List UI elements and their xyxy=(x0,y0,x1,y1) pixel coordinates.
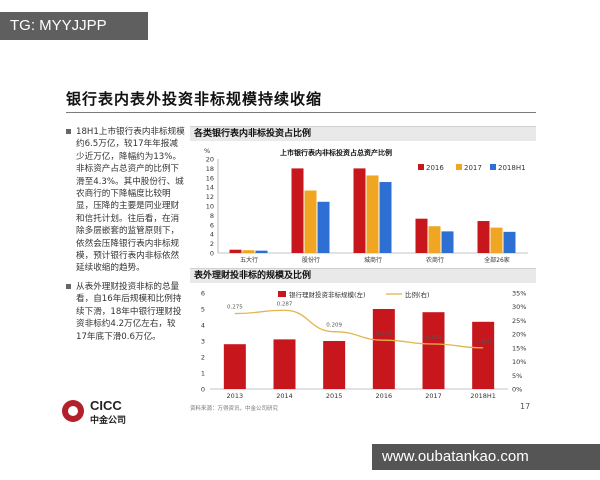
bar-2018H1-2 xyxy=(379,182,392,253)
logo-chinese: 中金公司 xyxy=(90,416,127,426)
y-right-tick-label: 0% xyxy=(512,386,522,394)
y-tick-label: 16 xyxy=(206,174,214,182)
y-right-tick-label: 20% xyxy=(512,331,526,339)
x-tick-label: 2014 xyxy=(276,392,293,400)
ratio-data-label: 0.275 xyxy=(227,305,243,311)
source-note: 资料来源：万得资讯，中金公司研究 xyxy=(190,406,279,412)
legend-label: 2017 xyxy=(464,164,482,172)
bar-2017-4 xyxy=(490,227,503,253)
bar-wmp-1 xyxy=(273,339,296,389)
chart1-title: 上市银行表内非标投资占总资产比例 xyxy=(280,148,392,157)
legend-label: 2018H1 xyxy=(498,164,526,172)
y-right-tick-label: 25% xyxy=(512,317,526,325)
bar-2018H1-0 xyxy=(255,250,268,253)
ratio-line xyxy=(234,309,484,349)
y-tick-label: 0 xyxy=(210,250,214,258)
legend-swatch-2016 xyxy=(418,164,424,170)
x-tick-label: 城商行 xyxy=(364,256,382,264)
y-tick-label: 20 xyxy=(206,156,214,164)
y-left-tick-label: 2 xyxy=(201,354,205,362)
bar-2017-1 xyxy=(304,190,317,253)
bar-2018H1-3 xyxy=(441,231,454,253)
y-left-tick-label: 1 xyxy=(201,370,205,378)
bar-wmp-4 xyxy=(422,312,445,389)
bar-2016-3 xyxy=(415,218,428,253)
x-tick-label: 股份行 xyxy=(302,256,320,264)
ratio-data-label: 0.178 xyxy=(376,331,392,337)
bar-2017-0 xyxy=(242,250,255,253)
y-tick-label: 6 xyxy=(210,221,214,229)
bar-2016-4 xyxy=(477,221,490,253)
bar-wmp-2 xyxy=(323,341,346,389)
y-left-tick-label: 3 xyxy=(201,338,205,346)
legend-swatch-2018H1 xyxy=(490,164,496,170)
legend-label: 2016 xyxy=(426,164,444,172)
legend-swatch-2017 xyxy=(456,164,462,170)
y-right-tick-label: 30% xyxy=(512,303,526,311)
page-title: 银行表内表外投资非标规模持续收缩 xyxy=(66,90,323,108)
chart-wmp-nonstandard: 0 1 2 3 4 5 6 0% 5% 10% 15% 20% 25% 30% 35% 2013 2014 201… xyxy=(201,290,527,401)
panel2-header: 表外理财投非标的规模及比例 xyxy=(190,268,536,283)
ratio-data-label: 0.287 xyxy=(277,301,293,307)
bullet-item: 从表外理财投资非标的总量看，自16年后规模和比例持续下滑，18年中银行理财投资非… xyxy=(66,281,186,343)
y-right-tick-label: 35% xyxy=(512,290,526,298)
bullet-text: 18H1上市银行表内非标规模约6.5万亿，较17年年报减少近万亿，降幅约为13%… xyxy=(76,127,185,274)
y-left-tick-label: 0 xyxy=(201,386,205,394)
y-tick-label: 10 xyxy=(206,203,214,211)
x-tick-label: 全部26家 xyxy=(484,256,510,264)
bullet-item: 18H1上市银行表内非标规模约6.5万亿，较17年年报减少近万亿，降幅约为13%… xyxy=(66,126,186,275)
legend-label: 银行理财投资非标规模(左) xyxy=(289,290,366,299)
bar-wmp-0 xyxy=(223,344,246,389)
title-divider xyxy=(66,112,536,113)
y-tick-label: 14 xyxy=(206,184,214,192)
y-tick-label: 8 xyxy=(210,212,214,220)
bar-2016-1 xyxy=(291,168,304,253)
y-left-tick-label: 6 xyxy=(201,290,205,298)
bullet-text: 从表外理财投资非标的总量看，自16年后规模和比例持续下滑，18年中银行理财投资非… xyxy=(76,281,182,342)
bar-2016-0 xyxy=(229,249,242,253)
y-right-tick-label: 15% xyxy=(512,344,526,352)
x-tick-label: 2018H1 xyxy=(470,392,496,400)
panel1-header: 各类银行表内非标投资占比例 xyxy=(190,126,536,141)
watermark-top-label: TG: MYYJJPP xyxy=(0,12,148,40)
bar-2017-3 xyxy=(428,226,441,253)
ratio-data-label: 0.209 xyxy=(326,323,342,329)
bar-wmp-3 xyxy=(372,309,395,389)
cicc-logo: CICC 中金公司 xyxy=(62,398,152,428)
y-tick-label: 2 xyxy=(210,240,214,248)
bar-2016-2 xyxy=(353,168,366,253)
y-tick-label: 4 xyxy=(210,231,214,239)
bullet-square-icon xyxy=(66,129,71,134)
x-tick-label: 农商行 xyxy=(426,256,444,264)
bullet-list: 18H1上市银行表内非标规模约6.5万亿，较17年年报减少近万亿，降幅约为13%… xyxy=(66,126,186,349)
bar-wmp-5 xyxy=(472,321,495,389)
y-tick-label: 18 xyxy=(206,165,214,173)
y-left-tick-label: 4 xyxy=(201,322,205,330)
logo-english: CICC xyxy=(90,398,122,413)
cicc-logo-icon xyxy=(62,400,84,422)
x-tick-label: 2015 xyxy=(326,392,343,400)
bar-2018H1-1 xyxy=(317,201,330,253)
bullet-square-icon xyxy=(66,283,71,289)
y-right-tick-label: 10% xyxy=(512,358,526,366)
x-tick-label: 2013 xyxy=(227,392,244,400)
y-right-tick-label: 5% xyxy=(512,372,522,380)
y-tick-label: 12 xyxy=(206,193,214,201)
ratio-data-label: 0.150 xyxy=(475,339,491,345)
ratio-data-label: 0.164 xyxy=(426,335,442,341)
watermark-bottom-label: www.oubatankao.com xyxy=(372,444,600,470)
y-unit-label: % xyxy=(204,147,210,155)
x-tick-label: 2016 xyxy=(376,392,393,400)
y-left-tick-label: 5 xyxy=(201,306,205,314)
x-tick-label: 五大行 xyxy=(240,256,258,264)
page-number: 17 xyxy=(520,402,531,411)
bar-2017-2 xyxy=(366,175,379,253)
bar-2018H1-4 xyxy=(503,231,516,253)
x-tick-label: 2017 xyxy=(425,392,442,400)
legend-swatch-bar xyxy=(278,291,286,297)
legend-label: 比例(右) xyxy=(405,290,430,299)
